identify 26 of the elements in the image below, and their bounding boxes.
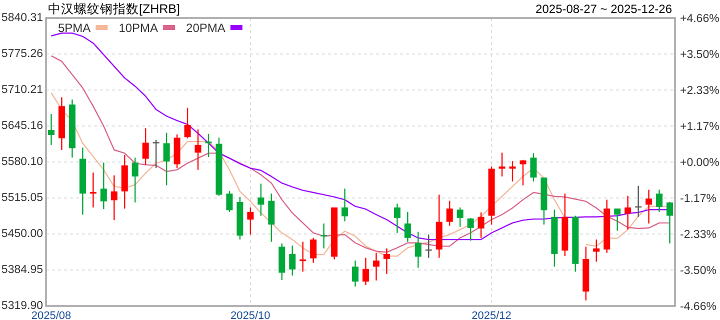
y2-tick: +0.00% (680, 157, 720, 169)
y-tick: 5515.05 (1, 192, 43, 204)
legend-label: 20PMA (186, 21, 226, 35)
x-tick: 2025/12 (472, 310, 512, 320)
y2-tick: -2.33% (680, 229, 716, 241)
y-tick: 5580.10 (1, 156, 43, 168)
x-tick: 2025/08 (31, 310, 72, 320)
y-tick: 5645.16 (1, 120, 43, 132)
x-tick: 2025/10 (230, 310, 270, 320)
y2-tick: +4.66% (680, 13, 720, 25)
y-tick: 5384.95 (1, 264, 43, 276)
y2-tick: +1.17% (680, 120, 720, 133)
y-tick: 5710.21 (1, 84, 43, 96)
legend-label: 5PMA (58, 21, 91, 35)
y2-tick: -3.50% (680, 265, 716, 278)
y2-tick: +3.50% (680, 48, 720, 61)
y-tick: 5450.00 (1, 228, 43, 240)
title: 中汉螺纹钢指数[ZHRB] (48, 2, 180, 16)
y2-tick: -4.66% (680, 301, 716, 313)
legend-label: 10PMA (118, 21, 158, 35)
y2-tick: -1.17% (680, 193, 716, 206)
y-tick: 5775.26 (1, 48, 43, 60)
y2-tick: +2.33% (680, 85, 720, 97)
subtitle: 2025-08-27 ~ 2025-12-26 (536, 2, 672, 16)
y-tick: 5840.31 (1, 12, 43, 24)
y-tick: 5319.90 (1, 300, 43, 312)
